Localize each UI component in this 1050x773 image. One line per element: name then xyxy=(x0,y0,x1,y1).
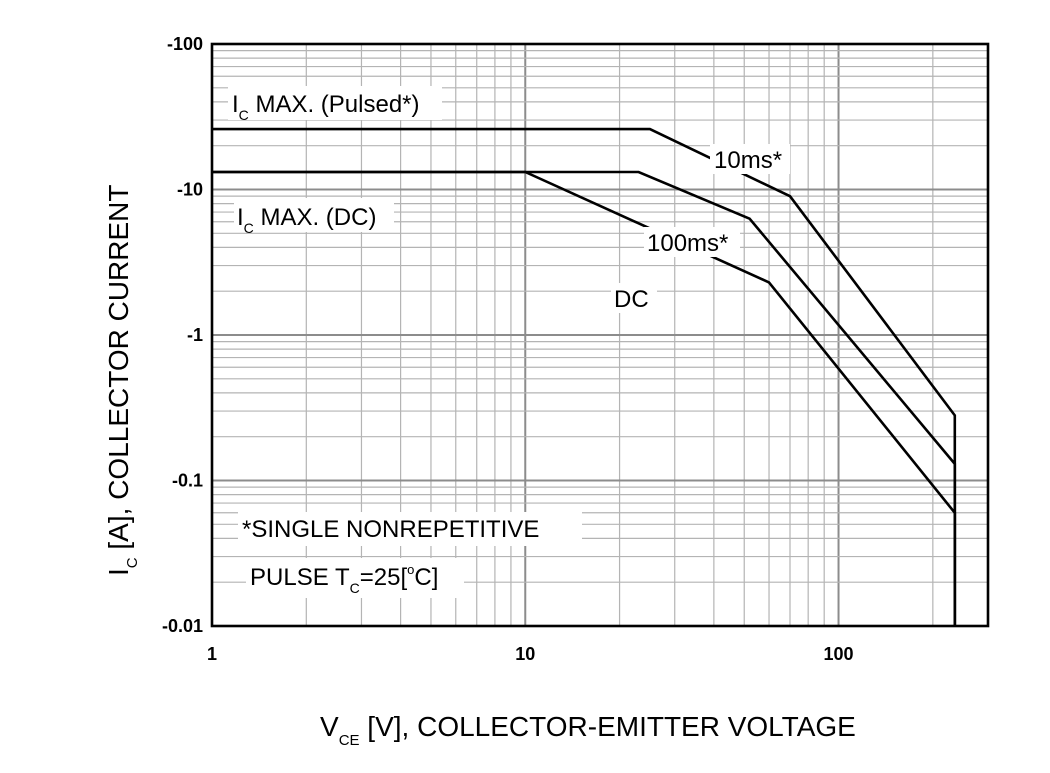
annotation-ic-max-pulsed: IC MAX. (Pulsed*) xyxy=(228,86,442,123)
ic-max-dc-main: I xyxy=(237,204,244,231)
label-dc: DC xyxy=(614,286,649,313)
note-line2-post: C] xyxy=(414,564,438,591)
y-tick-label: -10 xyxy=(177,180,203,200)
curves xyxy=(212,127,957,626)
ic-max-dc-rest: MAX. (DC) xyxy=(254,204,377,231)
y-axis-title-sub: C xyxy=(124,557,141,568)
y-axis-title-rest: [A], COLLECTOR CURRENT xyxy=(103,185,134,558)
y-tick-label: -0.1 xyxy=(172,471,203,491)
x-axis-title-sub: CE xyxy=(339,732,360,749)
x-tick-label: 100 xyxy=(824,644,854,664)
plot-frame xyxy=(210,42,990,628)
svg-text:PULSE TC=25[oC]: PULSE TC=25[oC] xyxy=(250,562,438,596)
series-line-100ms xyxy=(212,170,957,626)
label-10ms: 10ms* xyxy=(714,147,782,174)
x-axis-title-main: V xyxy=(320,711,339,742)
series-line-dc xyxy=(212,170,957,626)
ic-max-pulsed-sub: C xyxy=(239,107,249,123)
label-100ms: 100ms* xyxy=(647,230,728,257)
annotation-note: *SINGLE NONREPETITIVE PULSE TC=25[oC] xyxy=(238,512,582,598)
annotation-ic-max-dc: IC MAX. (DC) xyxy=(234,198,394,236)
note-line2-sup: o xyxy=(407,562,414,577)
ic-max-pulsed-main: I xyxy=(232,91,239,118)
x-tick-label: 1 xyxy=(207,644,217,664)
tick-labels: 1 10 100 -100 -10 -1 -0.1 -0.01 xyxy=(162,34,854,664)
note-line2-sub: C xyxy=(350,580,360,596)
note-line2-mid: =25[ xyxy=(360,564,408,591)
annotation-dc: DC xyxy=(611,283,657,313)
note-line1: *SINGLE NONREPETITIVE xyxy=(242,516,539,543)
grid-lines xyxy=(212,44,988,626)
annotation-100ms: 100ms* xyxy=(644,227,740,257)
svg-text:IC MAX. (Pulsed*): IC MAX. (Pulsed*) xyxy=(232,91,420,123)
x-axis-title-rest: [V], COLLECTOR-EMITTER VOLTAGE xyxy=(360,711,856,742)
ic-max-pulsed-rest: MAX. (Pulsed*) xyxy=(249,91,420,118)
y-tick-label: -100 xyxy=(167,34,203,54)
y-axis-title: IC [A], COLLECTOR CURRENT xyxy=(103,185,141,577)
x-axis-title: VCE [V], COLLECTOR-EMITTER VOLTAGE xyxy=(320,711,856,749)
ic-max-dc-sub: C xyxy=(244,220,254,236)
svg-text:IC MAX. (DC): IC MAX. (DC) xyxy=(237,204,376,236)
y-axis-title-main: I xyxy=(103,568,134,576)
x-tick-label: 10 xyxy=(515,644,535,664)
y-tick-label: -1 xyxy=(187,325,203,345)
note-line2-pre: PULSE T xyxy=(250,564,350,591)
annotation-10ms: 10ms* xyxy=(710,144,790,174)
y-tick-label: -0.01 xyxy=(162,616,203,636)
